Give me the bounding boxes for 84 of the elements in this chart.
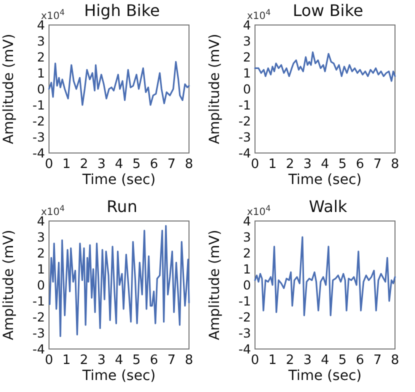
x-tick-label: 7: [373, 157, 382, 172]
y-tick-label: -3: [32, 130, 45, 144]
x-tick-label: 3: [303, 353, 312, 368]
x-tick-label: 7: [167, 157, 176, 172]
x-tick-label: 3: [97, 353, 106, 368]
x-tick-label: 8: [184, 157, 194, 172]
chart-title: High Bike: [84, 1, 160, 20]
x-tick-label: 5: [132, 353, 141, 368]
x-axis-title: Time (sec): [81, 172, 156, 188]
x-tick-label: 1: [268, 157, 277, 172]
x-tick-label: 8: [184, 353, 194, 368]
line-series: [48, 225, 190, 337]
x-tick-label: 2: [80, 353, 88, 368]
y-tick-label: 2: [243, 246, 251, 260]
y-tick-label: 4: [243, 18, 252, 32]
chart-title: Walk: [308, 197, 348, 216]
y-tick-label: -4: [238, 146, 252, 160]
x-tick-label: 6: [150, 353, 158, 368]
y-tick-label: -1: [238, 98, 251, 112]
y-tick-label: 2: [37, 50, 45, 64]
y-tick-label: -1: [32, 294, 45, 308]
x-axis-title: Time (sec): [81, 368, 156, 384]
y-tick-label: 4: [37, 18, 46, 32]
x-tick-label: 5: [132, 157, 141, 172]
x-tick-label: 1: [62, 157, 71, 172]
y-axis-title: Amplitude (mV): [207, 34, 223, 144]
y-tick-label: -1: [238, 294, 251, 308]
x-axis-title: Time (sec): [287, 172, 362, 188]
y-tick-label: -3: [238, 326, 251, 340]
y-tick-label: 4: [37, 214, 46, 228]
y-tick-label: -2: [238, 114, 251, 128]
line-series: [254, 236, 396, 316]
y-axis-title: Amplitude (mV): [207, 230, 223, 340]
y-axis-title: Amplitude (mV): [1, 34, 17, 144]
x-tick-label: 4: [114, 157, 124, 172]
x-tick-label: 4: [320, 353, 330, 368]
x-tick-label: 4: [114, 353, 124, 368]
x-tick-label: 7: [373, 353, 382, 368]
y-tick-label: 2: [243, 50, 251, 64]
y-tick-label: -3: [238, 130, 251, 144]
y-tick-label: -2: [32, 310, 45, 324]
y-tick-label: 0: [243, 82, 252, 96]
y-tick-label: -2: [32, 114, 45, 128]
x-tick-label: 5: [338, 157, 347, 172]
y-tick-label: 1: [243, 262, 251, 276]
x-tick-label: 6: [356, 353, 364, 368]
x-tick-label: 6: [150, 157, 158, 172]
x-tick-label: 8: [390, 157, 400, 172]
x-tick-label: 1: [62, 353, 71, 368]
x-tick-label: 4: [320, 157, 330, 172]
y-tick-label: 0: [243, 278, 252, 292]
y-tick-label: 1: [37, 66, 45, 80]
y-tick-label: 0: [37, 82, 46, 96]
y-tick-label: -2: [238, 310, 251, 324]
y-tick-label: 3: [37, 34, 45, 48]
y-axis-title: Amplitude (mV): [1, 230, 17, 340]
x-tick-label: 2: [80, 157, 88, 172]
x-tick-label: 1: [268, 353, 277, 368]
line-series: [48, 61, 190, 106]
x-tick-label: 2: [286, 353, 294, 368]
x-tick-label: 5: [338, 353, 347, 368]
y-tick-label: 4: [243, 214, 252, 228]
y-tick-label: 1: [243, 66, 251, 80]
y-tick-label: 2: [37, 246, 45, 260]
chart-title: Low Bike: [292, 1, 364, 20]
y-tick-label: -1: [32, 98, 45, 112]
x-axis-title: Time (sec): [287, 368, 362, 384]
x-tick-label: 2: [286, 157, 294, 172]
x-tick-label: 7: [167, 353, 176, 368]
chart-title: Run: [106, 197, 138, 216]
y-tick-label: 3: [243, 230, 251, 244]
x-tick-label: 6: [356, 157, 364, 172]
y-tick-label: -4: [238, 342, 252, 356]
y-tick-label: -4: [32, 342, 46, 356]
x-tick-label: 8: [390, 353, 400, 368]
y-tick-label: -4: [32, 146, 46, 160]
y-tick-label: -3: [32, 326, 45, 340]
y-tick-label: 1: [37, 262, 45, 276]
y-tick-label: 3: [37, 230, 45, 244]
y-tick-label: 3: [243, 34, 251, 48]
y-tick-label: 0: [37, 278, 46, 292]
x-tick-label: 3: [303, 157, 312, 172]
x-tick-label: 3: [97, 157, 106, 172]
line-series: [254, 51, 396, 82]
